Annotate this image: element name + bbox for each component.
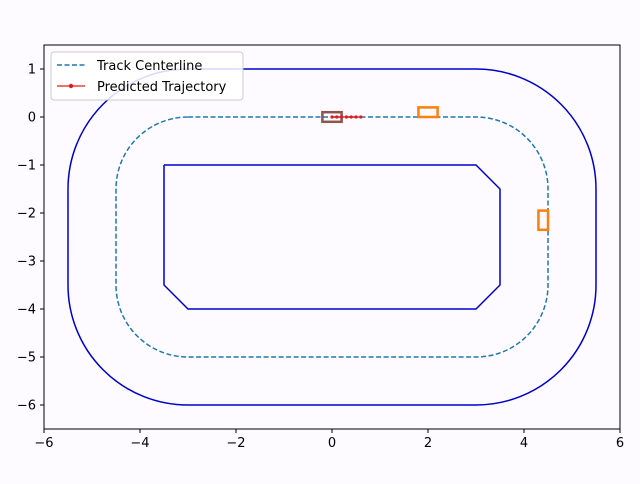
ticks-layer: −6 −4 −2 0 2 4 6 1 0 −1 −2 −3 −4 −5 −6	[17, 63, 624, 452]
outer-boundary-line	[67, 68, 597, 406]
y-tick-label: 1	[28, 63, 36, 78]
x-tick-label: −2	[226, 436, 245, 451]
trajectory-point	[340, 115, 344, 119]
x-tick-label: 4	[520, 436, 528, 451]
y-tick-label: −4	[17, 303, 36, 318]
y-tick-label: −6	[17, 399, 36, 414]
axes-background	[44, 45, 620, 429]
y-tick-label: −2	[17, 207, 36, 222]
y-tick-label: −1	[17, 159, 36, 174]
trajectory-point	[349, 115, 353, 119]
x-tick-label: −4	[130, 436, 149, 451]
legend-box	[50, 51, 244, 101]
legend-trajectory-marker	[68, 83, 74, 89]
trajectory-point	[359, 115, 363, 119]
centerline-line	[115, 116, 549, 358]
trajectory-point	[354, 115, 358, 119]
obstacle-vehicle-box	[417, 106, 439, 119]
y-tick-label: −3	[17, 255, 36, 270]
trajectory-point	[335, 115, 339, 119]
inner-boundary-line	[163, 164, 501, 310]
legend-label: Track Centerline	[96, 59, 202, 74]
trajectory-point	[330, 115, 334, 119]
obstacle-vehicle-box	[537, 209, 550, 232]
y-tick-label: −5	[17, 351, 36, 366]
x-tick-label: 2	[424, 436, 432, 451]
x-tick-label: 6	[616, 436, 624, 451]
x-tick-label: −6	[34, 436, 53, 451]
legend-label: Predicted Trajectory	[97, 80, 227, 95]
y-tick-label: 0	[28, 111, 36, 126]
trajectory-point	[344, 115, 348, 119]
x-tick-label: 0	[328, 436, 336, 451]
data-layer	[67, 68, 597, 406]
legend: Track Centerline Predicted Trajectory	[50, 51, 244, 101]
